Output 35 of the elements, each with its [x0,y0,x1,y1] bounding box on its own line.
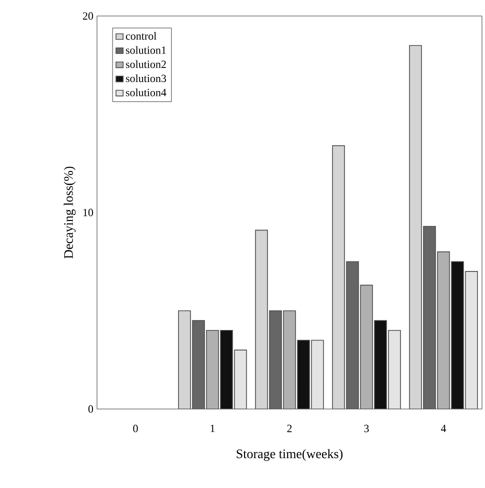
x-tick-label: 1 [210,424,215,432]
x-axis-title: Storage time(weeks) [236,449,343,461]
bar [255,230,268,409]
x-tick-label: 4 [440,424,446,432]
bar [192,320,205,409]
bar [234,350,247,409]
y-tick-label: 0 [88,405,94,413]
bar [451,261,464,409]
y-tick-label: 10 [83,208,94,216]
bar [409,45,422,409]
bar [269,310,282,409]
y-tick-label: 20 [82,12,94,20]
bar [311,340,324,409]
bar [220,330,233,409]
bar [297,340,310,409]
x-tick-label: 2 [287,424,292,432]
bar [283,310,296,409]
bar [465,271,478,409]
bar [332,145,345,409]
bar [388,330,401,409]
x-tick-label: 0 [133,424,138,432]
bar [178,310,191,409]
legend-label: control [126,32,156,40]
bar [423,226,436,409]
bar [346,261,359,409]
bar [360,284,373,409]
legend-label: solution2 [126,60,166,68]
legend-label: solution1 [126,46,166,54]
legend-label: solution4 [126,88,166,96]
bar [206,330,219,409]
x-tick-label: 3 [364,424,369,432]
bar [437,251,450,409]
legend-label: solution3 [126,74,166,82]
y-axis-title: Decaying loss(%) [64,166,76,259]
bar [374,320,387,409]
